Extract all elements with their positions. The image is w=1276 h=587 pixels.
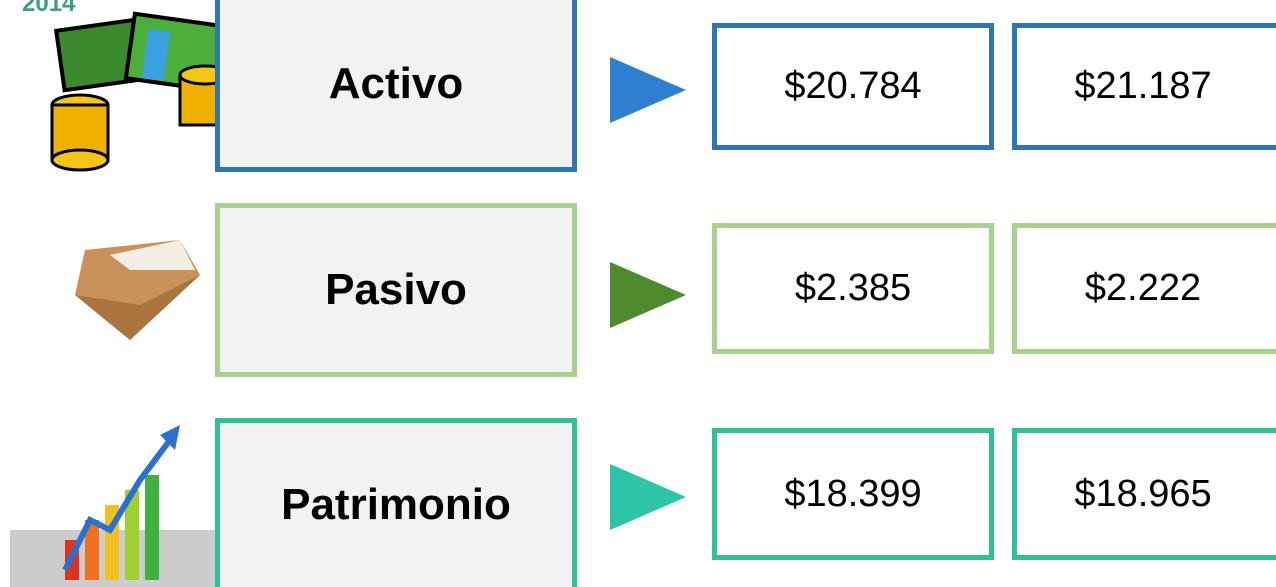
money-icon xyxy=(50,11,232,172)
row-label: Patrimonio xyxy=(215,418,577,587)
growth-icon xyxy=(10,425,220,587)
value-box: $18.399 xyxy=(712,428,994,560)
folder-icon xyxy=(75,240,200,340)
arrow xyxy=(610,262,686,328)
year: 2014 xyxy=(22,0,76,17)
value-box: $18.965 xyxy=(1012,428,1276,560)
row-label: Activo xyxy=(215,0,577,172)
value-box: $2.385 xyxy=(712,223,994,354)
row-label: Pasivo xyxy=(215,203,577,377)
arrow xyxy=(610,57,686,123)
value-box: $21.187 xyxy=(1012,23,1276,150)
value-box: $2.222 xyxy=(1012,223,1276,354)
arrow xyxy=(610,464,686,530)
value-box: $20.784 xyxy=(712,23,994,150)
